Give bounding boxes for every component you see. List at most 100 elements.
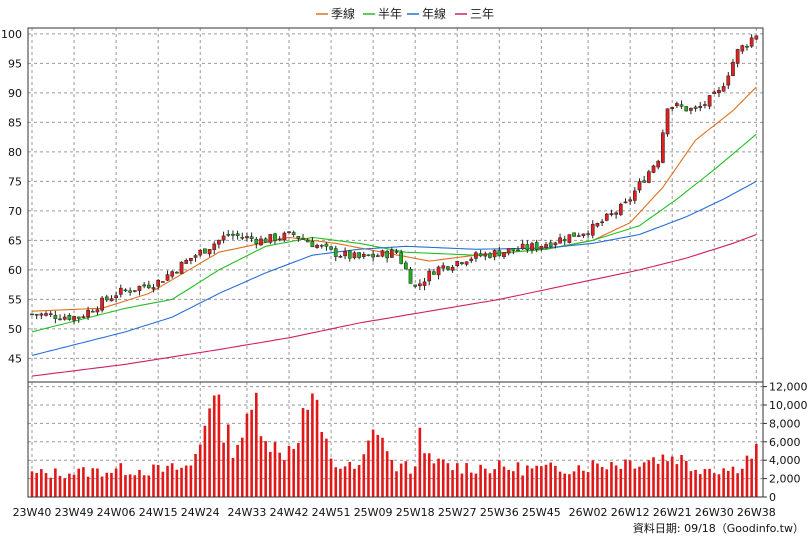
volume-bar — [577, 465, 581, 497]
volume-bar — [189, 465, 193, 497]
volume-tick-label: 12,000 — [769, 381, 808, 394]
volume-bar — [582, 470, 585, 497]
candle-body — [548, 242, 553, 247]
x-tick-label: 26W21 — [653, 506, 692, 519]
candle-body — [371, 253, 375, 258]
volume-bar — [367, 440, 370, 497]
candle-body — [268, 234, 273, 243]
volume-bar — [292, 449, 295, 497]
candle-body — [642, 180, 647, 183]
price-tick-label: 45 — [8, 352, 22, 365]
volume-bar — [427, 453, 431, 497]
candle-body — [310, 240, 315, 248]
candle-body — [441, 265, 446, 269]
candle-body — [203, 248, 207, 254]
volume-tick-label: 0 — [769, 491, 776, 504]
volume-bar — [586, 472, 590, 497]
x-tick-label: 23W40 — [13, 506, 52, 519]
candle-body — [347, 250, 352, 259]
volume-bar — [255, 392, 258, 497]
volume-bar — [736, 473, 739, 497]
volume-bar — [689, 471, 693, 497]
volume-bar — [572, 471, 576, 497]
candle-body — [530, 243, 534, 251]
volume-bar — [184, 465, 188, 497]
volume-bar — [348, 461, 352, 497]
volume-bar — [455, 463, 459, 497]
volume-bar — [250, 409, 253, 497]
legend-label-halfyear: 半年 — [378, 7, 402, 21]
candle-body — [385, 251, 390, 259]
volume-bar — [656, 463, 660, 497]
volume-bar — [315, 399, 319, 497]
volume-bar — [77, 468, 81, 497]
volume-bar — [287, 445, 291, 497]
candle-body — [179, 261, 184, 274]
volume-bar — [399, 463, 403, 497]
price-tick-label: 95 — [8, 57, 22, 70]
candle-body — [422, 281, 427, 286]
candle-body — [81, 316, 86, 318]
candle-body — [511, 248, 516, 251]
volume-tick-label: 10,000 — [769, 399, 808, 412]
volume-bar — [259, 436, 263, 497]
candle-body — [689, 108, 693, 111]
candle-body — [675, 103, 679, 106]
volume-bar — [516, 462, 520, 497]
volume-bar — [124, 475, 127, 497]
candle-body — [62, 316, 67, 320]
candle-body — [72, 316, 76, 321]
volume-bar — [119, 463, 123, 497]
volume-bar — [376, 434, 380, 497]
volume-bar — [329, 458, 333, 497]
volume-bar — [708, 468, 711, 497]
volume-bar — [661, 454, 665, 497]
candle-body — [403, 262, 408, 270]
volume-bar — [264, 441, 267, 497]
volume-bar — [498, 460, 501, 497]
candle-body — [170, 271, 175, 277]
candle-body — [609, 213, 614, 216]
candle-body — [165, 274, 170, 281]
candle-body — [558, 237, 562, 244]
candle-body — [436, 266, 441, 276]
volume-bar — [596, 463, 599, 497]
candle-body — [413, 284, 418, 287]
candle-body — [656, 160, 661, 168]
candle-body — [721, 86, 726, 92]
candle-body — [408, 268, 413, 284]
candle-body — [291, 232, 296, 235]
candle-body — [329, 246, 333, 250]
volume-bar — [474, 473, 478, 497]
candle-body — [146, 284, 151, 289]
candle-body — [670, 107, 675, 109]
candle-body — [128, 290, 132, 293]
candle-body — [235, 233, 240, 237]
volume-bar — [483, 468, 487, 497]
candle-body — [296, 236, 301, 239]
price-tick-label: 50 — [8, 323, 22, 336]
volume-bar — [563, 473, 567, 497]
x-tick-label: 26W12 — [611, 506, 650, 519]
volume-bar — [521, 475, 524, 497]
candle-body — [553, 242, 558, 246]
candle-body — [516, 249, 520, 252]
volume-bar — [694, 469, 697, 497]
ma-line — [31, 233, 757, 377]
volume-bar — [203, 425, 207, 497]
volume-bar — [68, 473, 71, 497]
candle-body — [539, 246, 544, 250]
candle-body — [114, 295, 118, 298]
volume-bar — [413, 466, 417, 497]
volume-bar — [409, 473, 412, 497]
volume-bar — [320, 431, 324, 497]
candle-body — [361, 254, 366, 257]
volume-bar — [558, 471, 562, 497]
candle-body — [731, 61, 735, 76]
candle-body — [399, 252, 404, 264]
x-tick-label: 25W18 — [396, 506, 435, 519]
volume-bar — [469, 472, 473, 497]
candle-body — [754, 35, 759, 40]
candle-body — [277, 238, 282, 241]
volume-bar — [208, 408, 211, 497]
